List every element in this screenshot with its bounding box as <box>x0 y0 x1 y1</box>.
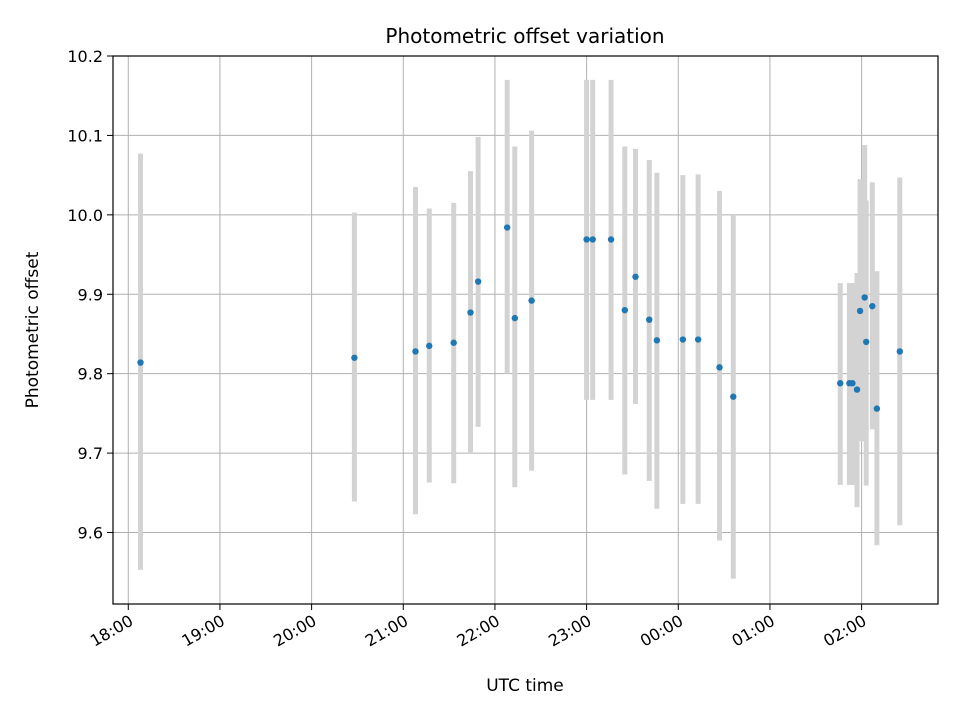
chart-title: Photometric offset variation <box>385 24 664 48</box>
data-point <box>873 405 881 412</box>
data-point <box>474 278 482 285</box>
data-point <box>849 380 856 387</box>
data-point <box>528 297 535 304</box>
data-point <box>837 380 844 387</box>
data-points <box>137 224 904 412</box>
data-point <box>730 393 737 400</box>
data-point <box>896 348 904 355</box>
data-point <box>632 273 639 280</box>
data-point <box>653 337 661 344</box>
data-point <box>137 359 144 366</box>
plot-frame <box>112 55 939 605</box>
data-point <box>467 309 474 316</box>
data-point <box>426 342 433 350</box>
data-point <box>412 348 419 355</box>
data-point <box>511 314 519 322</box>
data-point <box>607 236 615 243</box>
data-point <box>621 306 629 314</box>
y-tick-label: 9.6 <box>78 524 103 543</box>
plot-area <box>113 56 938 604</box>
data-point <box>716 364 723 371</box>
y-tick-label: 9.8 <box>78 365 103 384</box>
data-point <box>694 336 702 343</box>
y-axis-label: Photometric offset <box>23 251 43 408</box>
data-point <box>679 336 687 343</box>
y-tick-label: 9.9 <box>78 285 103 304</box>
y-ticks: 9.6 9.7 9.8 9.9 10.0 10.1 10.2 <box>67 47 113 543</box>
y-tick-label: 10.2 <box>67 47 103 66</box>
data-point <box>351 354 358 361</box>
x-axis-label: UTC time <box>486 676 564 696</box>
data-point <box>450 339 457 346</box>
data-point <box>862 338 870 346</box>
y-tick-label: 10.0 <box>67 206 103 225</box>
data-point <box>853 386 861 393</box>
data-point <box>589 236 596 243</box>
data-point <box>869 302 876 310</box>
data-point <box>583 236 590 243</box>
y-tick-label: 9.7 <box>78 444 103 463</box>
data-point <box>856 307 864 315</box>
data-point <box>503 224 511 231</box>
data-point <box>861 294 868 301</box>
y-tick-label: 10.1 <box>67 126 103 145</box>
data-point <box>646 316 653 323</box>
